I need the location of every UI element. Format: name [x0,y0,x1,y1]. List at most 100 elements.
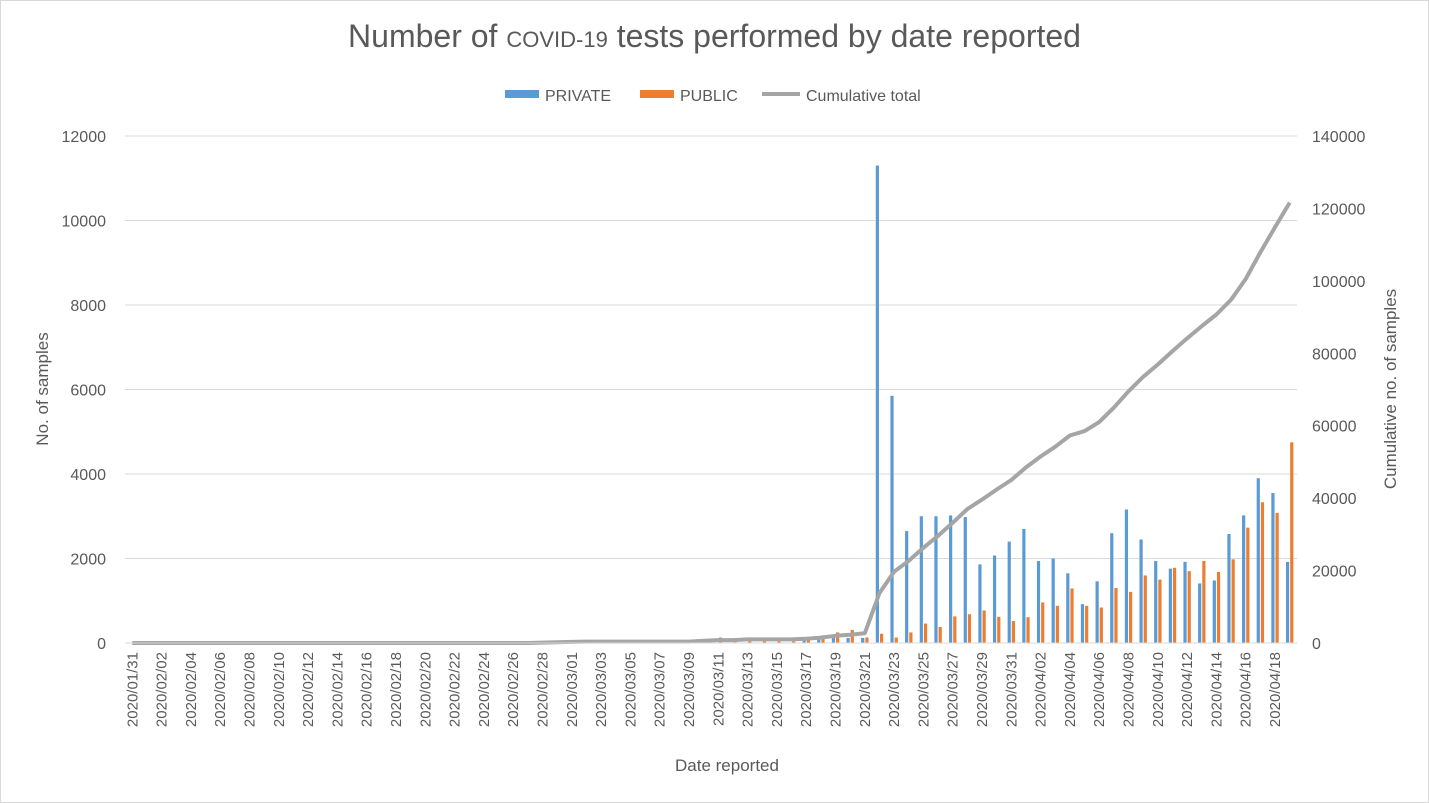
y-tick-label: 10000 [62,214,107,231]
x-tick-label: 2020/02/06 [212,652,229,727]
legend-private-label: PRIVATE [545,88,611,105]
x-tick-label: 2020/02/12 [300,652,317,727]
title-part-3: tests performed by date reported [607,18,1081,54]
x-tick-label: 2020/04/04 [1062,652,1079,727]
bar-public [762,641,766,643]
x-tick-label: 2020/03/09 [681,652,698,727]
x-tick-label: 2020/04/14 [1208,652,1225,727]
x-tick-label: 2020/04/02 [1033,652,1050,727]
bar-public [1041,602,1045,643]
bar-public [1216,572,1221,643]
x-tick-label: 2020/03/25 [915,652,932,727]
bar-private [1227,533,1231,643]
legend-public-swatch [640,90,674,98]
bar-private [919,516,923,643]
bar-public [967,614,972,643]
private-bars [802,165,1290,643]
y2-tick-label: 80000 [1312,346,1357,363]
y-axis-right-ticks: 0 20000 40000 60000 80000 100000 120000 140000 [1312,129,1365,653]
bar-public [1085,605,1089,643]
x-tick-label: 2020/02/26 [505,652,522,727]
bar-public [909,632,913,643]
y2-tick-label: 120000 [1312,201,1365,218]
bar-public [792,641,796,643]
x-tick-label: 2020/02/16 [359,652,376,727]
bar-private [1285,561,1290,643]
bar-private [978,564,982,643]
bar-private [1168,568,1172,643]
x-tick-label: 2020/02/02 [154,652,171,727]
x-tick-label: 2020/03/29 [974,652,991,727]
bar-public [1275,512,1279,643]
bar-public [748,641,752,643]
x-tick-label: 2020/03/27 [945,652,962,727]
bar-public [938,626,942,643]
y-axis-label: No. of samples [33,332,52,445]
chart-title: Number of COVID-19 tests performed by da… [0,18,1429,55]
bar-private [831,634,836,643]
bar-private [802,640,806,643]
x-tick-label: 2020/02/14 [329,652,346,727]
bar-private [1022,528,1026,643]
x-tick-label: 2020/02/18 [388,652,405,727]
x-tick-label: 2020/04/06 [1091,652,1108,727]
bar-private [949,515,953,643]
bar-private [1212,580,1216,643]
bar-private [1198,583,1202,643]
x-tick-label: 2020/03/23 [886,652,903,727]
x-tick-label: 2020/03/05 [622,652,639,727]
title-part-1: Number of [348,18,507,54]
y2-tick-label: 140000 [1312,129,1365,146]
bar-private [1124,509,1129,643]
bar-public [894,637,898,643]
bar-public [865,637,869,643]
bar-public [836,632,840,643]
x-tick-label: 2020/04/16 [1238,652,1255,727]
y2-tick-label: 0 [1312,636,1321,653]
bar-private [1183,561,1187,643]
bar-public [982,610,986,643]
bar-public [1290,442,1294,643]
bar-public [1158,579,1162,643]
bar-private [861,637,865,643]
bar-public [1202,561,1206,643]
bar-private [1256,478,1260,643]
y2-tick-label: 20000 [1312,564,1357,581]
title-part-2: COVID-19 [506,27,608,52]
bar-private [905,531,909,643]
legend-cumulative-label: Cumulative total [806,88,921,105]
x-tick-label: 2020/03/07 [652,652,669,727]
x-tick-label: 2020/03/13 [740,652,757,727]
bar-private [1271,493,1275,643]
x-tick-label: 2020/04/08 [1121,652,1138,727]
bar-private [1242,515,1246,643]
x-tick-label: 2020/03/15 [769,652,786,727]
bar-public [923,623,928,643]
bar-private [875,165,879,643]
bar-public [1114,588,1118,643]
x-tick-label: 2020/02/04 [183,652,200,727]
public-bars [718,442,1294,643]
x-tick-label: 2020/03/17 [798,652,815,727]
bar-private [846,637,850,643]
bar-public [1187,571,1191,643]
x-tick-label: 2020/04/10 [1150,652,1167,727]
bar-public [1099,607,1103,643]
x-tick-label: 2020/02/24 [476,652,493,727]
bar-private [963,517,967,643]
bar-public [997,616,1001,643]
bar-private [1066,573,1070,643]
x-axis-label: Date reported [675,756,779,775]
bar-public [1026,617,1030,643]
x-axis-ticks: 2020/01/31 2020/02/02 2020/02/04 2020/02/06… [124,652,1284,727]
bar-public [1260,502,1265,643]
bar-public [1231,559,1235,643]
y2-tick-label: 100000 [1312,274,1365,291]
bar-public [1172,567,1177,643]
bar-public [1246,527,1250,643]
x-tick-label: 2020/04/12 [1179,652,1196,727]
x-tick-label: 2020/03/03 [593,652,610,727]
bar-private [1139,539,1143,643]
